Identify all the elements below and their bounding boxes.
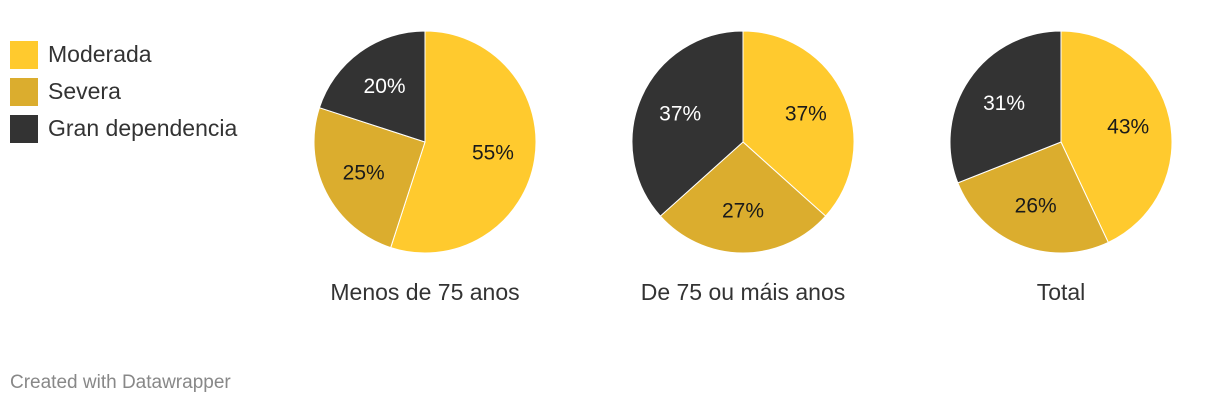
slice-value-label: 43% <box>1107 115 1149 138</box>
legend-item-gran-dependencia: Gran dependencia <box>10 114 237 143</box>
pie-slice-gran-dependencia <box>318 30 426 143</box>
slice-value-label: 26% <box>1015 194 1057 217</box>
legend-label: Severa <box>48 78 121 104</box>
pie-1: 37% 27% 37% De 75 ou máis anos <box>631 30 855 305</box>
legend: Moderada Severa Gran dependencia <box>10 40 237 143</box>
pie-slice-moderada <box>1060 30 1173 244</box>
pie-caption: Total <box>1037 279 1086 305</box>
pie-caption: Menos de 75 anos <box>330 279 519 305</box>
slice-value-label: 37% <box>659 102 701 125</box>
legend-item-severa: Severa <box>10 77 237 106</box>
legend-swatch-severa <box>10 77 38 106</box>
footer-credit: Created with Datawrapper <box>10 372 231 393</box>
legend-item-moderada: Moderada <box>10 40 237 69</box>
legend-label: Gran dependencia <box>48 115 238 141</box>
slice-value-label: 20% <box>364 75 406 98</box>
pie-slice-severa <box>957 141 1109 254</box>
pie-0: 55% 25% 20% Menos de 75 anos <box>313 30 537 305</box>
slice-value-label: 25% <box>343 162 385 185</box>
pie-caption: De 75 ou máis anos <box>641 279 846 305</box>
legend-label: Moderada <box>48 41 152 67</box>
pie-slice-moderada <box>742 30 855 217</box>
slice-value-label: 27% <box>722 199 764 222</box>
legend-swatch-gran-dependencia <box>10 114 38 143</box>
slice-value-label: 37% <box>785 102 827 125</box>
pie-2: 43% 26% 31% Total <box>949 30 1173 305</box>
slice-value-label: 55% <box>472 141 514 164</box>
pie-slice-severa <box>659 141 827 254</box>
slice-value-label: 31% <box>983 92 1025 115</box>
pie-slice-moderada <box>390 30 537 254</box>
pie-slice-severa <box>313 107 426 249</box>
pie-slice-gran-dependencia <box>949 30 1062 184</box>
legend-swatch-moderada <box>10 40 38 69</box>
pie-slice-gran-dependencia <box>631 30 744 217</box>
pie-charts: 55% 25% 20% Menos de 75 anos 37% 27% 37% De 75 … <box>313 30 1173 305</box>
